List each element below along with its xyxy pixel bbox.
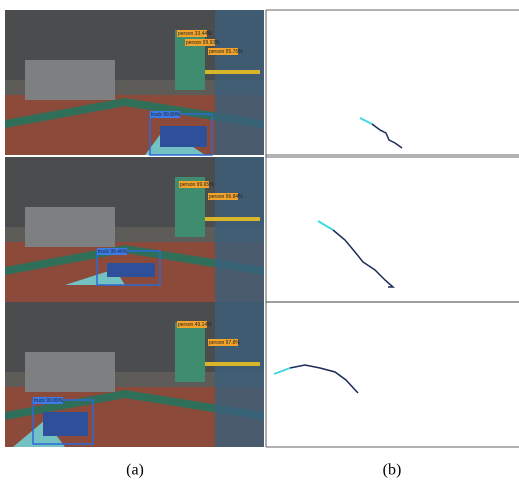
trajectory-start — [274, 368, 290, 374]
truck-body — [160, 126, 207, 147]
machinery — [25, 207, 115, 247]
machinery — [25, 352, 115, 392]
photo: person 33.44% person 99.93% person 95.76% t… — [5, 10, 264, 155]
trajectory — [290, 365, 358, 393]
person-label: person 97.8% — [209, 340, 240, 346]
truck-body — [107, 263, 155, 277]
right-structure — [215, 10, 264, 155]
person-label: person 33.44% — [178, 31, 212, 37]
truck-label: truck 99.89% — [34, 398, 64, 404]
photo: person 99.65% person 96.84% truck 99.46% — [5, 157, 264, 302]
caption-b: (b) — [383, 462, 402, 479]
trajectory — [372, 124, 402, 148]
right-structure — [215, 302, 264, 447]
tower — [175, 322, 205, 382]
person-label: person 95.76% — [209, 49, 243, 55]
truck-body — [43, 412, 88, 436]
person-label: person 99.93% — [186, 40, 220, 46]
right-structure — [215, 157, 264, 302]
caption-a: (a) — [126, 462, 144, 479]
trajectory-start — [318, 221, 333, 230]
person-label: person 96.84% — [209, 194, 243, 200]
photo: person 49.14% person 97.8% truck 99.89% — [5, 302, 264, 447]
figure: (a) (b) person 33.44%person 99.93%person… — [0, 0, 519, 481]
trajectory-start — [360, 118, 372, 124]
truck-label: truck 99.89% — [151, 112, 181, 118]
yellow-rail — [205, 70, 260, 74]
person-label: person 49.14% — [178, 322, 212, 328]
truck-label: truck 99.46% — [98, 249, 128, 255]
yellow-rail — [205, 217, 260, 221]
yellow-rail — [205, 362, 260, 366]
machinery — [25, 60, 115, 100]
person-label: person 99.65% — [180, 182, 214, 188]
trajectory — [333, 230, 393, 287]
